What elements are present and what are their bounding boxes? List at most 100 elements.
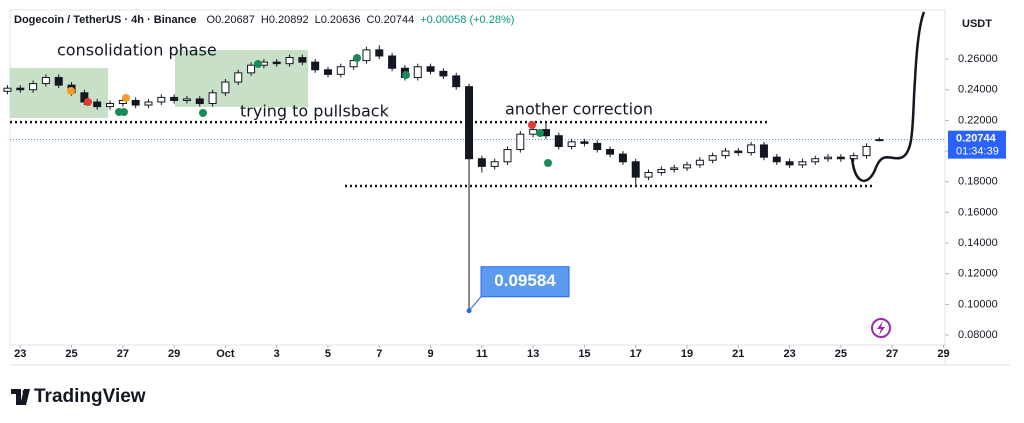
x-tick-label: Oct — [216, 348, 235, 360]
ohlc-label: L — [315, 14, 321, 26]
candle-body — [336, 66, 345, 75]
low-callout: 0.09584 — [494, 271, 556, 290]
signal-dot — [84, 98, 92, 106]
x-tick-label: 21 — [732, 348, 744, 360]
candle-body — [670, 167, 679, 170]
x-tick-label: 19 — [681, 348, 693, 360]
candle-body — [452, 75, 461, 88]
candle-body — [747, 144, 756, 154]
candle-body — [234, 72, 243, 83]
x-tick-label: 9 — [428, 348, 434, 360]
candle-body — [631, 161, 640, 178]
brand: TradingView — [34, 386, 146, 407]
x-tick-label: 25 — [65, 348, 77, 360]
alert-icon[interactable] — [871, 318, 891, 338]
candle-body — [503, 149, 512, 163]
plot-frame — [9, 9, 946, 346]
ohlc-label: O — [207, 14, 216, 26]
x-tick-label: 27 — [886, 348, 898, 360]
symbol-header: Dogecoin / TetherUS · 4h · Binance O 0.206… — [14, 14, 514, 26]
ohlc-label: C — [366, 14, 374, 26]
x-tick-label: 29 — [168, 348, 180, 360]
candle-body — [836, 156, 845, 160]
signal-dot — [353, 54, 361, 62]
candle-body — [875, 139, 884, 142]
candle-body — [170, 96, 179, 101]
x-tick-label: 5 — [325, 348, 331, 360]
x-tick-label: 25 — [835, 348, 847, 360]
candle-body — [580, 141, 589, 144]
candle-body — [785, 161, 794, 166]
annotation: trying to pullsback — [240, 102, 390, 121]
candle-body — [798, 161, 807, 166]
candle-body — [362, 49, 371, 62]
y-tick-label: 0.16000 — [958, 206, 998, 218]
candle-body — [54, 76, 63, 86]
last-price-box — [948, 130, 1006, 159]
y-tick-label: 0.18000 — [958, 176, 998, 188]
candle-body — [683, 164, 692, 169]
x-tick-label: 11 — [476, 348, 488, 360]
candle-body — [593, 142, 602, 151]
candle-body — [298, 57, 307, 63]
callout-box — [468, 266, 570, 312]
candle-body — [349, 60, 358, 68]
signal-dot — [528, 121, 536, 129]
candle-body — [606, 149, 615, 155]
candle-body — [477, 158, 486, 167]
candle-body — [311, 61, 320, 71]
marks — [3, 45, 945, 314]
candle-body — [195, 98, 204, 105]
countdown: 01:34:39 — [956, 146, 999, 158]
y-tick-label: 0.22000 — [958, 114, 998, 126]
x-tick-label: 15 — [578, 348, 590, 360]
candle-body — [657, 168, 666, 174]
candle-body — [106, 103, 115, 108]
candle-body — [41, 76, 50, 85]
candle-body — [426, 66, 435, 72]
x-tick-label: 29 — [937, 348, 949, 360]
logo-mark — [22, 389, 28, 395]
ohlc-label: H — [261, 14, 269, 26]
candle-body — [849, 155, 858, 160]
candle-body — [16, 87, 25, 91]
candle-body — [93, 101, 102, 108]
candle-body — [247, 64, 256, 74]
candle-body — [272, 61, 281, 65]
signal-dot — [402, 71, 410, 79]
candle-body — [759, 144, 768, 158]
y-tick-label: 0.14000 — [958, 237, 998, 249]
ohlc: O0.20687 H0.20892 L0.20636 C0.20744 — [207, 14, 415, 26]
candle-body — [221, 81, 230, 94]
x-tick-label: 27 — [117, 348, 129, 360]
candle-body — [118, 99, 127, 105]
alert-icon-bolt — [877, 321, 885, 335]
y-tick-label: 0.10000 — [958, 298, 998, 310]
ohlc-value: 0.20892 — [269, 14, 309, 26]
candle-body — [529, 129, 538, 135]
y-tick-label: 0.08000 — [958, 329, 998, 341]
candle-body — [708, 155, 717, 161]
candle-body — [567, 141, 576, 147]
candle-body — [465, 86, 474, 160]
candle-body — [157, 96, 166, 103]
signal-dot — [254, 60, 262, 68]
x-tick-label: 23 — [783, 348, 795, 360]
symbol-title: Dogecoin / TetherUS · 4h · Binance — [14, 14, 197, 26]
projection-sketch — [850, 11, 926, 182]
signal-dots — [67, 54, 552, 167]
candle-body — [695, 159, 704, 166]
currency: USDT — [962, 18, 992, 30]
candle-body — [772, 156, 781, 163]
candle-body — [490, 161, 499, 167]
x-tick-label: 3 — [274, 348, 280, 360]
candle-body — [323, 69, 332, 75]
ohlc-value: 0.20636 — [321, 14, 361, 26]
candle-body — [516, 133, 525, 151]
logo: TradingView — [11, 386, 146, 407]
candle-body — [644, 172, 653, 178]
candle-body — [375, 49, 384, 57]
last-price-label: 0.20744 — [956, 133, 997, 145]
candle-body — [824, 156, 833, 160]
y-tick-label: 0.12000 — [958, 268, 998, 280]
